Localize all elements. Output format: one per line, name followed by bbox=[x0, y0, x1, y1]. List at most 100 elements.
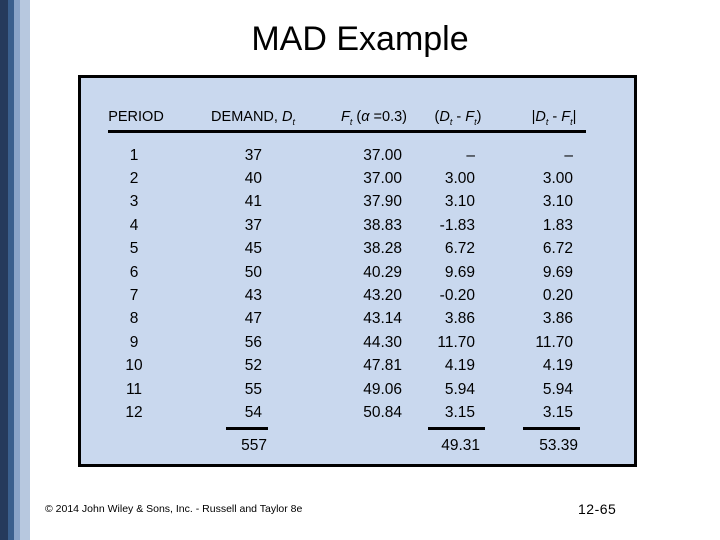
table-cell: 2 bbox=[129, 170, 139, 188]
header-segment: D bbox=[535, 109, 546, 125]
table-cell: 50.84 bbox=[363, 403, 402, 421]
sum-underline-abs bbox=[523, 427, 580, 430]
header-segment: | bbox=[572, 109, 577, 125]
table-cell: 38.83 bbox=[363, 216, 402, 234]
col-header-forecast: Ft (α =0.3) bbox=[341, 108, 407, 131]
table-cell: 41 bbox=[244, 193, 262, 211]
table-cell: 5.94 bbox=[542, 380, 573, 398]
table-cell: 6.72 bbox=[542, 240, 573, 258]
table-cell: 47 bbox=[244, 310, 262, 328]
table-row: 8 47 43.14 3.86 3.86 bbox=[81, 308, 634, 331]
header-segment: D bbox=[439, 109, 450, 125]
table-cell: 4 bbox=[129, 216, 139, 234]
header-segment: α bbox=[361, 109, 370, 125]
table-cell: 43.20 bbox=[363, 287, 402, 305]
table-cell: 4.19 bbox=[542, 357, 573, 375]
table-cell: 55 bbox=[244, 380, 262, 398]
table-cell: 45 bbox=[244, 240, 262, 258]
table-cell: 44.30 bbox=[363, 333, 402, 351]
header-underline bbox=[108, 130, 586, 133]
table-cell: 3.10 bbox=[542, 193, 573, 211]
table-cell: 47.81 bbox=[363, 357, 402, 375]
left-border-stripe-4 bbox=[20, 0, 30, 540]
table-cell: 49.06 bbox=[363, 380, 402, 398]
table-cell: 37.00 bbox=[363, 170, 402, 188]
table-cell: 40.29 bbox=[363, 263, 402, 281]
table-cell: 54 bbox=[244, 403, 262, 421]
table-cell: 3.00 bbox=[444, 170, 475, 188]
table-row: 12 54 50.84 3.15 3.15 bbox=[81, 401, 634, 424]
table-row: 7 43 43.20 -0.20 0.20 bbox=[81, 284, 634, 307]
col-header-abs-error: |Dt - Ft| bbox=[532, 108, 577, 131]
table-row: 9 56 44.30 11.70 11.70 bbox=[81, 331, 634, 354]
header-segment: F bbox=[341, 109, 350, 125]
table-cell: – bbox=[466, 146, 475, 164]
table-cell: 6 bbox=[129, 263, 139, 281]
totals-row: 557 49.31 53.39 bbox=[86, 434, 639, 457]
table-row: 2 40 37.00 3.00 3.00 bbox=[81, 167, 634, 190]
header-segment: t bbox=[474, 116, 477, 127]
table-cell: 0.20 bbox=[542, 287, 573, 305]
table-cell: 7 bbox=[129, 287, 139, 305]
table-row: 6 50 40.29 9.69 9.69 bbox=[81, 261, 634, 284]
total-error: 49.31 bbox=[441, 436, 480, 454]
table-cell: 11.70 bbox=[535, 333, 573, 351]
header-segment: t bbox=[449, 116, 453, 127]
total-demand: 557 bbox=[241, 436, 267, 454]
table-cell: 11 bbox=[125, 380, 143, 398]
table-cell: 9.69 bbox=[542, 263, 573, 281]
header-segment: =0.3) bbox=[369, 109, 407, 125]
table-row: 3 41 37.90 3.10 3.10 bbox=[81, 191, 634, 214]
table-cell: 43.14 bbox=[363, 310, 402, 328]
table-cell: 5 bbox=[129, 240, 139, 258]
table-cell: 3.86 bbox=[542, 310, 573, 328]
table-cell: -0.20 bbox=[439, 287, 475, 305]
header-segment: | bbox=[531, 109, 536, 125]
table-cell: 37 bbox=[244, 216, 262, 234]
table-cell: 3.86 bbox=[444, 310, 475, 328]
table-cell: 50 bbox=[244, 263, 262, 281]
header-segment: DEMAND, bbox=[211, 109, 282, 125]
page-number: 12-65 bbox=[578, 501, 617, 517]
left-border-stripe-3 bbox=[14, 0, 20, 540]
col-header-demand: DEMAND, Dt bbox=[211, 108, 295, 131]
table-cell: 4.19 bbox=[444, 357, 475, 375]
table-row: 4 37 38.83 -1.83 1.83 bbox=[81, 214, 634, 237]
table-cell: 1 bbox=[129, 146, 139, 164]
table-cell: 9 bbox=[129, 333, 139, 351]
table-row: 1 37 37.00 – – bbox=[81, 144, 634, 167]
table-cell: 3.00 bbox=[542, 170, 573, 188]
slide-title: MAD Example bbox=[251, 20, 469, 58]
table-cell: 5.94 bbox=[444, 380, 475, 398]
table-cell: 6.72 bbox=[444, 240, 475, 258]
header-segment: F bbox=[465, 109, 475, 125]
table-cell: 37 bbox=[244, 146, 262, 164]
copyright-text: © 2014 John Wiley & Sons, Inc. - Russell… bbox=[45, 503, 303, 515]
table-cell: 3 bbox=[129, 193, 139, 211]
header-segment: D bbox=[281, 109, 293, 125]
table-cell: 11.70 bbox=[437, 333, 475, 351]
table-cell: 1.83 bbox=[542, 216, 573, 234]
header-segment: F bbox=[561, 109, 571, 125]
header-segment: t bbox=[349, 116, 353, 127]
header-segment: ( bbox=[434, 109, 440, 125]
header-segment: t bbox=[570, 116, 573, 127]
table-cell: 12 bbox=[125, 403, 143, 421]
table-cell: 3.15 bbox=[444, 403, 475, 421]
table-body: 1 37 37.00 – – 2 40 37.00 3.00 3.00 3 41 37.90 3.10 3.… bbox=[81, 144, 634, 425]
table-row: 5 45 38.28 6.72 6.72 bbox=[81, 238, 634, 261]
header-segment: - bbox=[452, 109, 466, 125]
header-segment: ( bbox=[352, 109, 362, 125]
table-cell: 37.90 bbox=[363, 193, 402, 211]
table-cell: 9.69 bbox=[444, 263, 475, 281]
table-row: 11 55 49.06 5.94 5.94 bbox=[81, 378, 634, 401]
table-row: 10 52 47.81 4.19 4.19 bbox=[81, 355, 634, 378]
table-cell: 37.00 bbox=[363, 146, 402, 164]
table-cell: 40 bbox=[244, 170, 262, 188]
table-cell: -1.83 bbox=[439, 216, 475, 234]
table-cell: 8 bbox=[129, 310, 139, 328]
total-abs-error: 53.39 bbox=[539, 436, 578, 454]
table-cell: 38.28 bbox=[363, 240, 402, 258]
table-cell: – bbox=[564, 146, 573, 164]
